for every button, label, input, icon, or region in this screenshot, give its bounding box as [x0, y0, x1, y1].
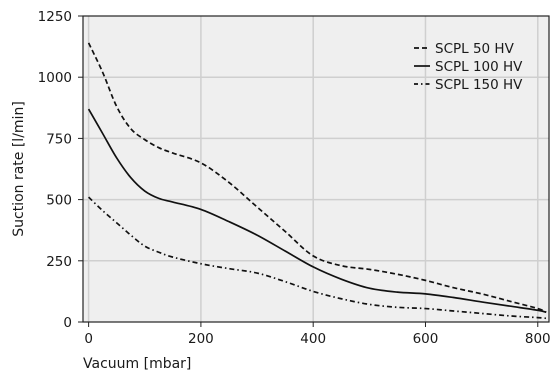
- y-tick-label: 0: [63, 315, 72, 331]
- series-layer: [87, 42, 547, 320]
- x-tick-label: 400: [300, 331, 326, 347]
- legend-label-scpl-100-hv: SCPL 100 HV: [435, 59, 523, 75]
- grid-layer: [83, 16, 549, 322]
- x-axis-title: Vacuum [mbar]: [83, 356, 191, 372]
- legend-label-scpl-150-hv: SCPL 150 HV: [435, 77, 523, 93]
- y-tick-label: 1250: [38, 9, 72, 25]
- x-tick-label: 800: [525, 331, 551, 347]
- series-line-scpl-100-hv: [87, 108, 547, 314]
- y-axis-title: Suction rate [l/min]: [11, 101, 27, 237]
- y-tick-label: 1000: [38, 70, 72, 86]
- plot-frame: [82, 15, 550, 323]
- series-line-scpl-50-hv: [87, 42, 547, 313]
- x-tick-label: 200: [188, 331, 214, 347]
- x-tick-label: 0: [84, 331, 93, 347]
- y-tick-label: 500: [46, 193, 72, 209]
- plot-background: [83, 16, 549, 322]
- y-tick-label: 750: [46, 131, 72, 147]
- tick-layer: 0 200 400 600 800 0 250 500 750 1000 1250: [38, 9, 551, 347]
- legend-label-scpl-50-hv: SCPL 50 HV: [435, 41, 515, 57]
- x-tick-label: 600: [413, 331, 439, 347]
- y-tick-label: 250: [46, 254, 72, 270]
- legend: SCPL 50 HV SCPL 100 HV SCPL 150 HV: [414, 41, 523, 93]
